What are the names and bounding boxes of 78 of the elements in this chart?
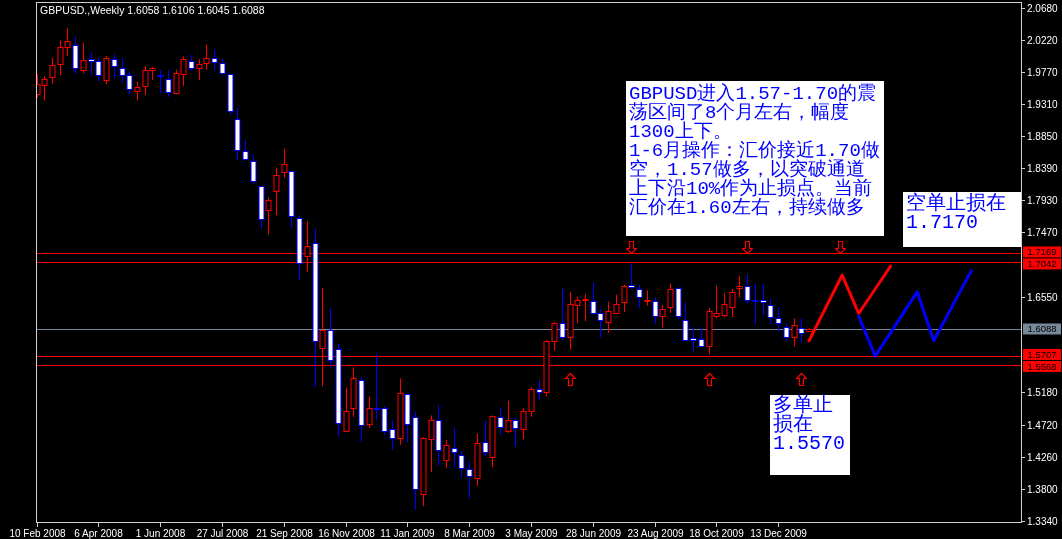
- candlestick: [80, 42, 87, 74]
- candlestick: [497, 406, 504, 436]
- candlestick: [451, 427, 458, 468]
- candlestick: [644, 289, 651, 307]
- y-tick-label: 1.4260: [1027, 452, 1059, 463]
- candlestick: [72, 36, 79, 75]
- line-series: [857, 269, 973, 358]
- candlestick: [443, 439, 450, 469]
- candlestick: [736, 275, 743, 298]
- candlestick: [111, 53, 118, 79]
- ref-line-label: 1.5568: [1027, 360, 1057, 372]
- candlestick: [366, 396, 373, 429]
- candlestick: [281, 148, 288, 179]
- candlestick: [265, 197, 272, 236]
- x-tick-label: 11 Jan 2009: [380, 527, 436, 539]
- candlestick: [767, 298, 774, 325]
- candlestick: [798, 317, 805, 344]
- candlestick: [134, 81, 141, 101]
- candlestick: [791, 317, 798, 347]
- x-tick-label: 10 Feb 2008: [9, 527, 67, 539]
- candlestick: [157, 69, 164, 94]
- candlestick: [621, 284, 628, 313]
- candlestick: [636, 284, 643, 309]
- candlestick: [203, 44, 210, 71]
- x-tick-label: 8 Mar 2009: [444, 527, 496, 539]
- candlestick: [536, 379, 543, 402]
- y-tick-label: 1.3340: [1027, 516, 1059, 527]
- y-tick-label: 1.8390: [1027, 163, 1059, 174]
- x-tick-label: 21 Sep 2008: [256, 527, 314, 539]
- x-tick-label: 3 May 2009: [505, 527, 559, 539]
- x-tick-label: 6 Apr 2008: [74, 527, 124, 539]
- ref-line-label: 1.5707: [1027, 348, 1057, 360]
- x-tick-label: 16 Nov 2008: [318, 527, 376, 539]
- x-tick-label: 1 Jun 2008: [135, 527, 186, 539]
- candlestick: [652, 296, 659, 326]
- candlestick: [466, 461, 473, 500]
- candlestick: [667, 282, 674, 314]
- candlestick: [505, 400, 512, 434]
- candlestick: [273, 167, 280, 216]
- y-tick-label: 1.8850: [1027, 131, 1059, 142]
- candlestick: [458, 450, 465, 479]
- annotation: 空单止损在1.7170: [906, 192, 1006, 234]
- y-tick-label: 1.6550: [1027, 292, 1059, 303]
- y-tick-label: 1.4720: [1027, 420, 1059, 431]
- candlestick: [41, 75, 48, 101]
- candlestick: [559, 288, 566, 341]
- candlestick: [775, 306, 782, 333]
- candlestick: [482, 419, 489, 457]
- x-tick-label: 23 Aug 2009: [627, 527, 685, 539]
- candlestick: [783, 322, 790, 342]
- candlestick: [165, 69, 172, 98]
- candlestick: [512, 417, 519, 448]
- y-tick-label: 1.9310: [1027, 99, 1059, 110]
- candlestick: [103, 55, 110, 85]
- chart-title: GBPUSD.,Weekly 1.6058 1.6106 1.6045 1.6088: [40, 4, 265, 16]
- ref-line-label: 1.6088: [1027, 323, 1057, 335]
- x-tick-label: 13 Dec 2009: [750, 527, 808, 539]
- y-tick-label: 1.9770: [1027, 67, 1059, 78]
- candlestick: [211, 49, 218, 71]
- candlestick: [196, 58, 203, 81]
- x-tick-label: 28 Jun 2009: [565, 527, 622, 539]
- y-tick-label: 1.3800: [1027, 484, 1059, 495]
- x-tick-label: 27 Jul 2008: [196, 527, 249, 539]
- y-tick-label: 2.0220: [1027, 35, 1059, 46]
- ref-line-label: 1.7169: [1027, 246, 1057, 258]
- candlestick: [628, 262, 635, 290]
- ref-line-label: 1.7042: [1027, 258, 1057, 270]
- y-tick-label: 1.7470: [1027, 227, 1059, 238]
- candlestick: [242, 139, 249, 162]
- y-tick-label: 2.0680: [1027, 3, 1059, 14]
- candlestick: [659, 304, 666, 328]
- candlestick: [343, 387, 350, 433]
- annotation: 多单止损在1.5570: [773, 394, 846, 455]
- candlestick: [250, 154, 257, 185]
- candlestick: [49, 57, 56, 85]
- y-tick-label: 1.7930: [1027, 195, 1059, 206]
- y-tick-label: 1.5180: [1027, 387, 1059, 398]
- x-tick-label: 18 Oct 2009: [689, 527, 745, 539]
